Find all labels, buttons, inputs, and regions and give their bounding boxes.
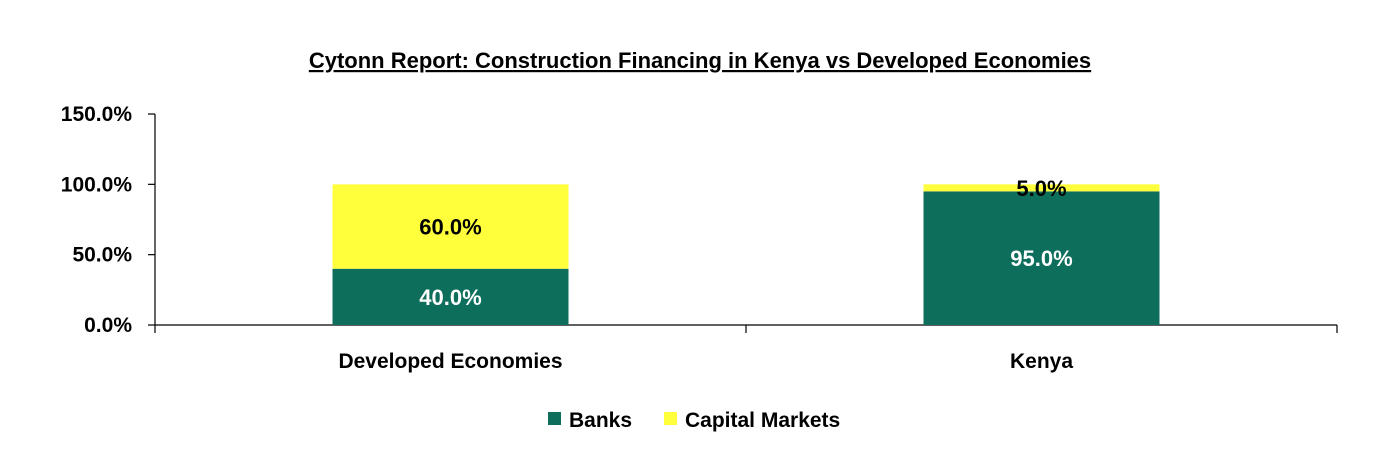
chart-title: Cytonn Report: Construction Financing in… xyxy=(309,48,1091,73)
legend-swatch xyxy=(664,412,677,425)
y-tick-label: 150.0% xyxy=(61,103,133,126)
y-tick-label: 0.0% xyxy=(84,314,132,337)
data-label: 60.0% xyxy=(419,215,481,240)
legend-swatch xyxy=(548,412,561,425)
data-label: 40.0% xyxy=(419,285,481,310)
y-tick-label: 100.0% xyxy=(61,173,133,196)
data-label: 95.0% xyxy=(1010,246,1072,271)
bar-segment-capital-markets xyxy=(332,184,569,269)
x-category-label: Kenya xyxy=(1010,350,1073,373)
x-category-label: Developed Economies xyxy=(338,350,562,373)
legend-label: Banks xyxy=(569,409,632,432)
bar-segment-banks xyxy=(923,191,1160,325)
legend: Banks Capital Markets xyxy=(548,409,840,432)
data-label: 5.0% xyxy=(1016,176,1066,201)
y-tick-label: 50.0% xyxy=(72,244,132,267)
bar-segment-banks xyxy=(332,268,569,325)
legend-label: Capital Markets xyxy=(685,409,840,432)
bars: 40.0% 60.0% 95.0% 5.0% xyxy=(332,176,1160,325)
bar-segment-capital-markets xyxy=(923,184,1160,192)
